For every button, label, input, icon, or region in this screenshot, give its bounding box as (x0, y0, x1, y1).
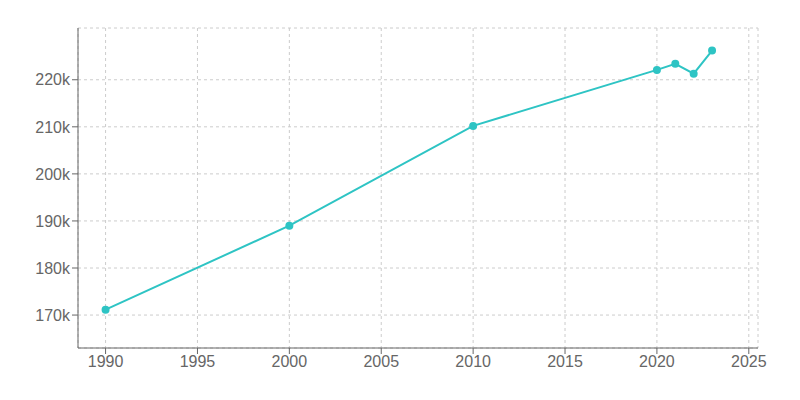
svg-text:2010: 2010 (455, 353, 491, 370)
svg-text:2020: 2020 (639, 353, 675, 370)
svg-text:190k: 190k (35, 213, 71, 230)
svg-text:170k: 170k (35, 307, 71, 324)
svg-text:210k: 210k (35, 119, 71, 136)
svg-text:1995: 1995 (180, 353, 216, 370)
svg-text:2005: 2005 (363, 353, 399, 370)
svg-text:220k: 220k (35, 71, 71, 88)
svg-text:2000: 2000 (272, 353, 308, 370)
svg-text:2025: 2025 (731, 353, 767, 370)
svg-text:180k: 180k (35, 260, 71, 277)
svg-text:200k: 200k (35, 166, 71, 183)
svg-text:1990: 1990 (88, 353, 124, 370)
svg-text:2015: 2015 (547, 353, 583, 370)
